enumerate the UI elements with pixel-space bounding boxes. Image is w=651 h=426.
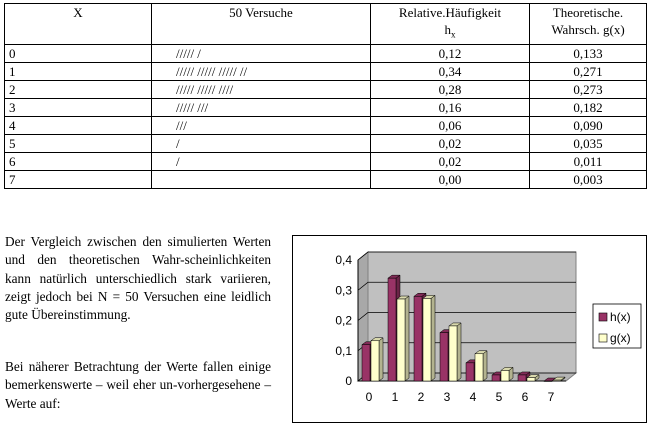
cell-relative: 0,06 (370, 115, 530, 135)
cell-theoretical: 0,090 (529, 115, 647, 135)
cell-tally: ///// ///// //// (151, 79, 371, 99)
cell-theoretical: 0,182 (529, 97, 647, 117)
x-tick-label: 1 (392, 390, 399, 404)
cell-x: 2 (4, 79, 152, 99)
cell-x: 7 (4, 169, 152, 189)
table-row: 2///// ///// ////0,28 0,273 (4, 79, 647, 99)
cell-theoretical: 0,133 (529, 43, 647, 63)
x-tick-label: 3 (444, 390, 451, 404)
bar-h (543, 380, 553, 382)
header-theoretical-line1: Theoretische. (552, 5, 624, 20)
header-relative-subscript: x (451, 29, 456, 40)
header-x: X (4, 3, 152, 45)
header-trials: 50 Versuche (151, 3, 371, 45)
cell-tally: ///// / (151, 43, 371, 63)
x-tick-label: 4 (470, 390, 477, 404)
table-header-row: X 50 Versuche Relative.Häufigkeit hx The… (4, 3, 647, 45)
cell-tally (151, 169, 371, 189)
chart-frame: 0 0,1 0,2 0,3 0,4 0 1 2 3 4 5 6 7 h(x) g(x) (292, 235, 647, 423)
bar-g (474, 353, 484, 382)
cell-tally: ///// /// (151, 97, 371, 117)
bar-side (404, 295, 410, 382)
table-row: 6/0,02 0,011 (4, 151, 647, 171)
bar-side (430, 294, 436, 382)
cell-theoretical: 0,011 (529, 151, 647, 171)
table-row: 1///// ///// ///// //0,34 0,271 (4, 61, 647, 81)
legend-swatch (598, 312, 608, 322)
table-row: 4///0,06 0,090 (4, 115, 647, 135)
legend-label: g(x) (610, 331, 631, 345)
bar-g (448, 325, 458, 382)
cell-tally: / (151, 133, 371, 153)
bar-g (422, 298, 432, 382)
cell-x: 0 (4, 43, 152, 63)
cell-relative: 0,02 (370, 151, 530, 171)
bar-g (526, 377, 536, 382)
frequency-table: X 50 Versuche Relative.Häufigkeit hx The… (4, 3, 647, 189)
bar-h (465, 362, 475, 382)
bar-g (396, 298, 406, 382)
bar-g (500, 370, 510, 382)
gridline (357, 251, 576, 261)
cell-relative: 0,12 (370, 43, 530, 63)
table-row: 7 0,00 0,003 (4, 169, 647, 189)
bar-h (361, 344, 371, 382)
x-tick-label: 0 (366, 390, 373, 404)
cell-x: 6 (4, 151, 152, 171)
cell-x: 5 (4, 133, 152, 153)
cell-relative: 0,00 (370, 169, 530, 189)
x-tick-label: 5 (496, 390, 503, 404)
bar-h (491, 374, 501, 382)
bar-h (413, 296, 423, 382)
bar-side (378, 337, 384, 382)
cell-theoretical: 0,271 (529, 61, 647, 81)
cell-x: 3 (4, 97, 152, 117)
table-row: 5/0,02 0,035 (4, 133, 647, 153)
cell-tally: ///// ///// ///// // (151, 61, 371, 81)
bar-side (482, 350, 488, 382)
header-relative-line2: hx (375, 21, 525, 44)
cell-tally: / (151, 151, 371, 171)
cell-relative: 0,16 (370, 97, 530, 117)
x-tick-label: 2 (418, 390, 425, 404)
bar-chart: 0 0,1 0,2 0,3 0,4 0 1 2 3 4 5 6 7 h(x) g(x) (335, 250, 642, 404)
header-theoretical-probability: Theoretische. Wahrsch. g(x) (529, 3, 647, 45)
y-tick-label: 0,3 (335, 283, 352, 297)
bar-h (387, 277, 397, 382)
paragraph-comparison: Der Vergleich zwischen den simulierten W… (5, 234, 271, 323)
x-tick-label: 6 (522, 390, 529, 404)
header-theoretical-line2: Wahrsch. g(x) (551, 22, 625, 37)
cell-tally: /// (151, 115, 371, 135)
x-tick-label: 7 (548, 390, 555, 404)
bar-h (517, 374, 527, 382)
bar-g (370, 340, 380, 382)
cell-x: 4 (4, 115, 152, 135)
cell-theoretical: 0,273 (529, 79, 647, 99)
legend-label: h(x) (610, 310, 631, 324)
y-tick-label: 0,4 (335, 253, 352, 267)
y-tick-label: 0,2 (335, 314, 352, 328)
bar-side (456, 322, 462, 382)
header-relative-frequency: Relative.Häufigkeit hx (370, 3, 530, 45)
cell-theoretical: 0,035 (529, 133, 647, 153)
bar-h (439, 332, 449, 382)
paragraph-observation: Bei näherer Betrachtung der Werte fallen… (5, 359, 271, 411)
cell-relative: 0,34 (370, 61, 530, 81)
cell-theoretical: 0,003 (529, 169, 647, 189)
cell-relative: 0,02 (370, 133, 530, 153)
table-row: 3///// ///0,16 0,182 (4, 97, 647, 117)
table-body: 0///// /0,12 0,133 1///// ///// ///// //0,… (4, 43, 647, 189)
cell-x: 1 (4, 61, 152, 81)
y-tick-label: 0 (345, 374, 352, 388)
y-tick-label: 0,1 (335, 344, 352, 358)
table-row: 0///// /0,12 0,133 (4, 43, 647, 63)
cell-relative: 0,28 (370, 79, 530, 99)
header-relative-symbol: h (444, 22, 452, 37)
gridline (357, 312, 576, 321)
bar-g (552, 379, 562, 382)
gridline (357, 281, 576, 291)
legend-swatch (598, 333, 608, 343)
header-relative-line1: Relative.Häufigkeit (398, 5, 502, 20)
